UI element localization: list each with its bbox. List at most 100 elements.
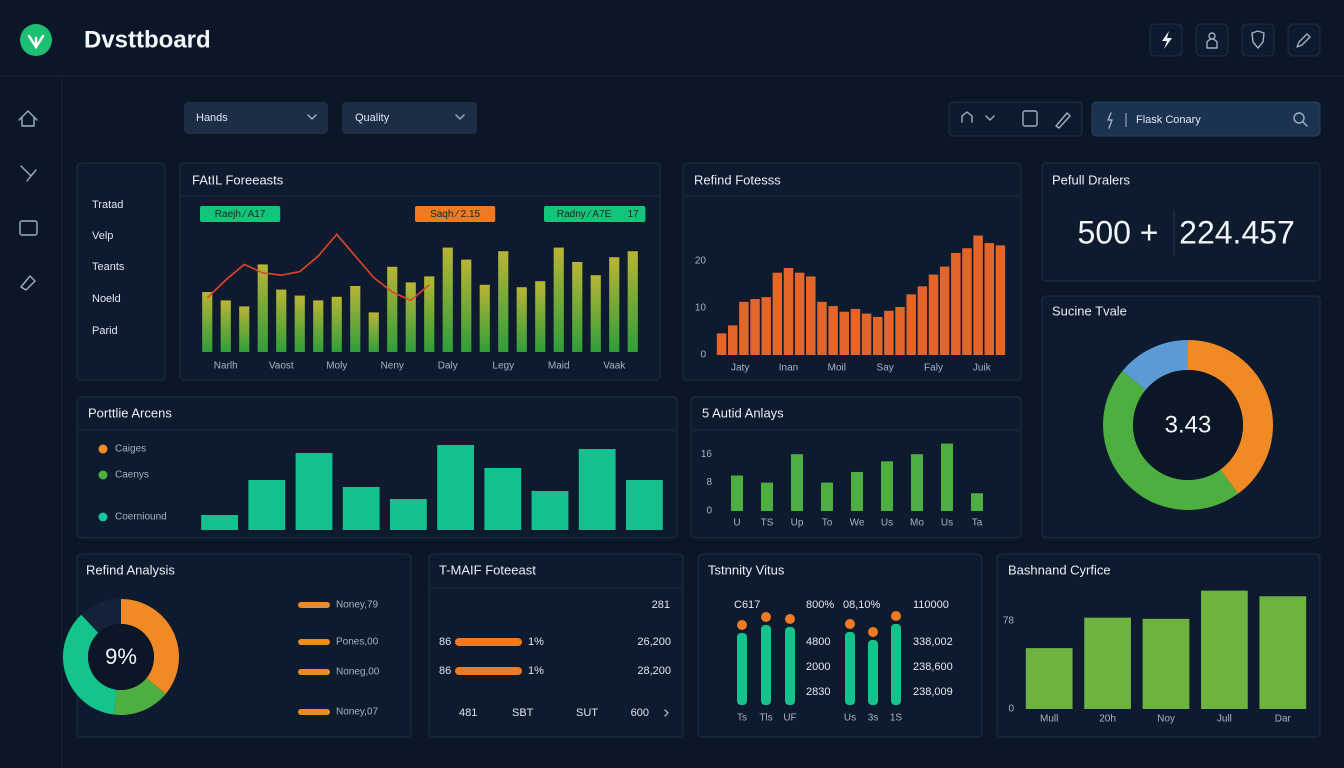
search-icon-handle (1302, 121, 1308, 127)
filter-label: Hands (196, 112, 228, 124)
table-cell: 481 (459, 707, 477, 719)
search-box[interactable] (1091, 101, 1321, 137)
table-cell: 86 (439, 636, 451, 648)
x-tick-label: TS (761, 518, 774, 529)
x-label: Jaty (731, 363, 749, 374)
list-item[interactable]: Velp (92, 230, 113, 242)
panel-title: Pefull Dralers (1052, 172, 1131, 187)
filter-label: Quality (355, 112, 390, 124)
icon-button[interactable] (1287, 23, 1321, 57)
filter-dropdown[interactable] (184, 102, 328, 134)
bar (578, 449, 616, 530)
donut-segment (121, 599, 179, 694)
table-cell: 281 (652, 599, 670, 611)
x-tick-label: Up (791, 518, 804, 529)
bar-dot (891, 611, 901, 621)
tag (415, 206, 496, 222)
header-icons (1149, 23, 1321, 57)
donut-hole (1133, 370, 1243, 480)
search-flash (1107, 112, 1113, 129)
bar (895, 307, 905, 355)
filter-dropdown[interactable] (342, 102, 477, 134)
stats-panel (1041, 162, 1321, 282)
bar (995, 245, 1006, 355)
legend-label: Pones,00 (336, 637, 379, 648)
bar (845, 632, 855, 705)
bar-dot (761, 612, 771, 622)
list-item[interactable]: Parid (92, 325, 118, 337)
x-label: Daly (438, 361, 458, 372)
legend-swatch (98, 470, 108, 480)
x-tick-label: Mull (1040, 714, 1058, 725)
tag-icon[interactable] (20, 275, 36, 291)
bar (785, 627, 795, 705)
bar (479, 284, 490, 352)
bar (294, 295, 305, 352)
bar (884, 310, 894, 355)
x-tick-label: Us (881, 518, 893, 529)
value-label: 08,10% (843, 599, 881, 611)
y-tick-label: 16 (701, 449, 713, 460)
donut-segment (1122, 340, 1188, 390)
next-arrow[interactable] (664, 709, 669, 717)
legend-label: Noneg,00 (336, 667, 380, 678)
tool-icon[interactable] (20, 165, 37, 182)
logo[interactable] (20, 24, 52, 56)
chart-panel (76, 396, 678, 539)
chevron (307, 114, 317, 120)
tag-label: Raejh ⁄ A17 (215, 209, 266, 220)
icon-button[interactable] (1195, 23, 1229, 57)
donut-segment (113, 678, 166, 715)
y-tick-label: 20 (695, 256, 707, 267)
edit-icon[interactable] (1055, 112, 1071, 129)
bar (939, 266, 950, 355)
chart-panel (690, 396, 1022, 539)
bar (535, 281, 546, 352)
bar (609, 257, 620, 352)
bar-dot (868, 627, 878, 637)
list-item[interactable]: Tratad (92, 199, 123, 211)
bar (295, 453, 333, 530)
value-label: 238,600 (913, 661, 953, 673)
panel-title: Porttlie Arcens (88, 405, 172, 420)
list-item[interactable]: Teants (92, 261, 125, 273)
bar (716, 333, 727, 355)
bar (861, 313, 872, 355)
home-icon[interactable] (18, 110, 38, 127)
doc-icon[interactable] (1022, 110, 1038, 127)
folder-icon[interactable] (19, 220, 38, 236)
bar (1142, 618, 1190, 709)
x-label: Juik (973, 363, 992, 374)
bar (342, 487, 380, 530)
x-tick-label: Ts (737, 713, 747, 724)
table-cell: 28,200 (637, 665, 671, 677)
row-bar (455, 667, 522, 675)
icon-button[interactable] (1241, 23, 1275, 57)
value-label: 2000 (806, 661, 830, 673)
search-icon[interactable] (1293, 112, 1305, 124)
bar (424, 276, 435, 352)
legend-swatch (98, 512, 108, 522)
bar (553, 247, 564, 352)
legend-label: Coerniound (115, 512, 167, 523)
y-tick-label: 0 (1008, 704, 1014, 715)
bar (881, 461, 893, 511)
search-placeholder: Flask Conary (1136, 114, 1201, 126)
bar (531, 491, 569, 530)
bar (783, 267, 794, 355)
panel-title: T-MAIF Foteeast (439, 562, 536, 577)
legend-label: Noney,79 (336, 600, 379, 611)
bar (817, 301, 827, 355)
y-tick-label: 78 (1003, 616, 1015, 627)
x-label: Vaak (603, 361, 626, 372)
bar (971, 493, 983, 511)
pen-icon (1296, 33, 1311, 48)
sidebar (18, 110, 38, 291)
table-cell: 26,200 (637, 636, 671, 648)
home-dropdown[interactable] (961, 111, 995, 123)
donut-center-label: 9% (105, 644, 137, 669)
list-item[interactable]: Noeld (92, 293, 121, 305)
legend-bar (298, 639, 330, 645)
bar (772, 272, 783, 355)
